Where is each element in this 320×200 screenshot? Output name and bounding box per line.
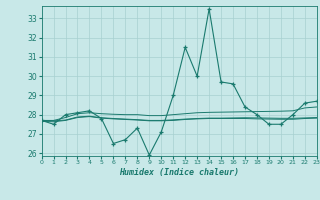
X-axis label: Humidex (Indice chaleur): Humidex (Indice chaleur)	[119, 168, 239, 177]
